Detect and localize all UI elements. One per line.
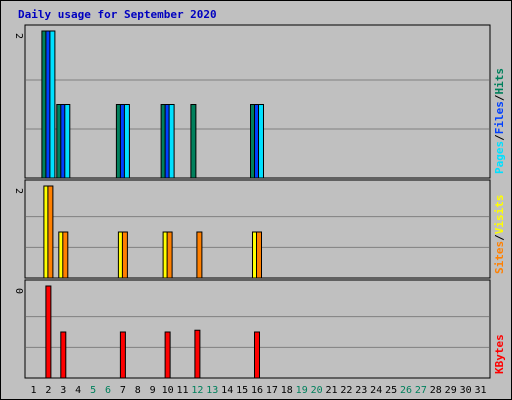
bar-kbytes-day-16 (254, 331, 260, 379)
x-tick-label-day-25: 25 (385, 385, 397, 396)
bar-hits-day-12 (190, 104, 197, 179)
x-tick-label-day-16: 16 (251, 385, 263, 396)
legend-separator: / (493, 234, 506, 241)
x-tick-label-day-1: 1 (30, 385, 36, 396)
bar-kbytes-day-7 (119, 331, 126, 379)
x-tick-label-day-29: 29 (445, 385, 457, 396)
x-tick-label-day-24: 24 (370, 385, 382, 396)
axis-max-label: 2 (13, 33, 24, 39)
x-tick-label-day-3: 3 (60, 385, 66, 396)
legend-entry-files: Files (493, 101, 506, 134)
bar-sites-day-2 (47, 185, 54, 279)
bar-pages-day-16 (258, 104, 264, 179)
x-tick-label-day-18: 18 (281, 385, 293, 396)
x-tick-label-day-10: 10 (162, 385, 174, 396)
x-tick-label-day-19: 19 (296, 385, 308, 396)
bar-sites-day-12 (196, 231, 203, 279)
legend-entry-hits: Hits (493, 68, 506, 95)
bar-pages-day-3 (64, 104, 71, 179)
legend-entry-visits: Visits (493, 195, 506, 235)
legend-visits-sites-panel: Sites/Visits (493, 195, 506, 275)
x-tick-label-day-4: 4 (75, 385, 81, 396)
axis-max-label: 0 (13, 288, 24, 294)
x-tick-label-day-31: 31 (474, 385, 486, 396)
bar-sites-day-10 (166, 231, 173, 279)
legend-entry-pages: Pages (493, 141, 506, 174)
bar-sites-day-3 (62, 231, 69, 279)
bar-kbytes-day-2 (45, 285, 52, 379)
bar-pages-day-7 (123, 104, 130, 179)
x-tick-label-day-5: 5 (90, 385, 96, 396)
x-tick-label-day-20: 20 (311, 385, 323, 396)
x-tick-label-day-12: 12 (191, 385, 203, 396)
x-tick-label-day-11: 11 (176, 385, 188, 396)
x-tick-label-day-21: 21 (325, 385, 337, 396)
x-tick-label-day-14: 14 (221, 385, 233, 396)
legend-entry-kbytes: KBytes (493, 334, 506, 374)
bar-kbytes-day-12 (194, 329, 201, 379)
x-tick-label-day-6: 6 (105, 385, 111, 396)
legend-kbytes-panel: KBytes (493, 334, 506, 374)
bar-sites-day-16 (256, 231, 262, 279)
x-tick-label-day-13: 13 (206, 385, 218, 396)
bar-pages-day-2 (49, 30, 56, 179)
chart-title: Daily usage for September 2020 (18, 8, 217, 21)
bar-kbytes-day-3 (60, 331, 67, 379)
axis-max-label: 2 (13, 188, 24, 194)
legend-entry-sites: Sites (493, 241, 506, 274)
x-tick-label-day-8: 8 (135, 385, 141, 396)
x-tick-label-day-22: 22 (340, 385, 352, 396)
x-tick-label-day-2: 2 (45, 385, 51, 396)
x-tick-label-day-27: 27 (415, 385, 427, 396)
x-tick-label-day-17: 17 (266, 385, 278, 396)
legend-hits-files-pages-panel: Pages/Files/Hits (493, 68, 506, 174)
x-tick-label-day-30: 30 (460, 385, 472, 396)
legend-separator: / (493, 94, 506, 101)
x-tick-label-day-28: 28 (430, 385, 442, 396)
bar-pages-day-10 (168, 104, 175, 179)
x-tick-label-day-15: 15 (236, 385, 248, 396)
x-tick-label-day-26: 26 (400, 385, 412, 396)
x-tick-label-day-7: 7 (120, 385, 126, 396)
x-tick-label-day-23: 23 (355, 385, 367, 396)
x-tick-label-day-9: 9 (150, 385, 156, 396)
bar-sites-day-7 (121, 231, 128, 279)
bar-kbytes-day-10 (164, 331, 171, 379)
legend-separator: / (493, 134, 506, 141)
